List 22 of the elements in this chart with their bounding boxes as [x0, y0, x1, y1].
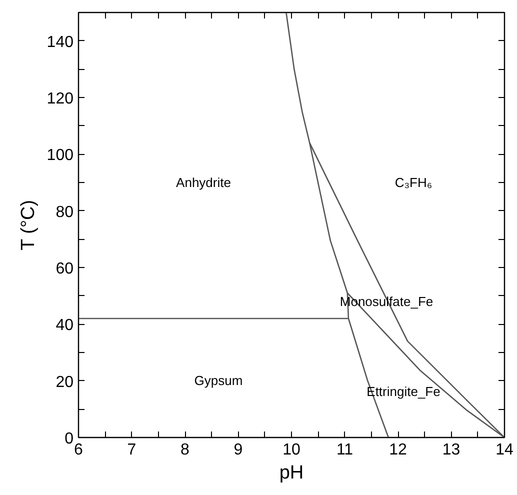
x-tick-label: 11	[336, 442, 354, 458]
x-tick-label: 7	[127, 442, 136, 458]
y-tick-label: 80	[56, 204, 74, 221]
y-axis-title: T (°C)	[18, 200, 39, 250]
x-axis-title: pH	[279, 462, 304, 484]
y-tick-label: 0	[64, 430, 74, 448]
x-tick-label: 9	[234, 442, 243, 458]
annotation: Gypsum	[194, 373, 243, 388]
y-tick-label: 140	[46, 34, 74, 51]
y-tick-label: 60	[56, 260, 74, 278]
y-tick-label: 100	[46, 147, 74, 164]
y-tick-label: 20	[56, 374, 74, 391]
annotation: Anhydrite	[176, 175, 231, 190]
x-tick-label: 13	[442, 442, 460, 458]
x-tick-label: 8	[180, 442, 190, 458]
x-tick-label: 14	[496, 442, 514, 458]
y-tick-label: 120	[46, 90, 74, 108]
x-tick-label: 6	[74, 442, 84, 458]
y-tick-label: 40	[56, 317, 74, 334]
annotation: C₃FH₆	[394, 175, 432, 190]
x-tick-label: 10	[282, 442, 300, 458]
x-tick-label: 12	[389, 442, 407, 458]
